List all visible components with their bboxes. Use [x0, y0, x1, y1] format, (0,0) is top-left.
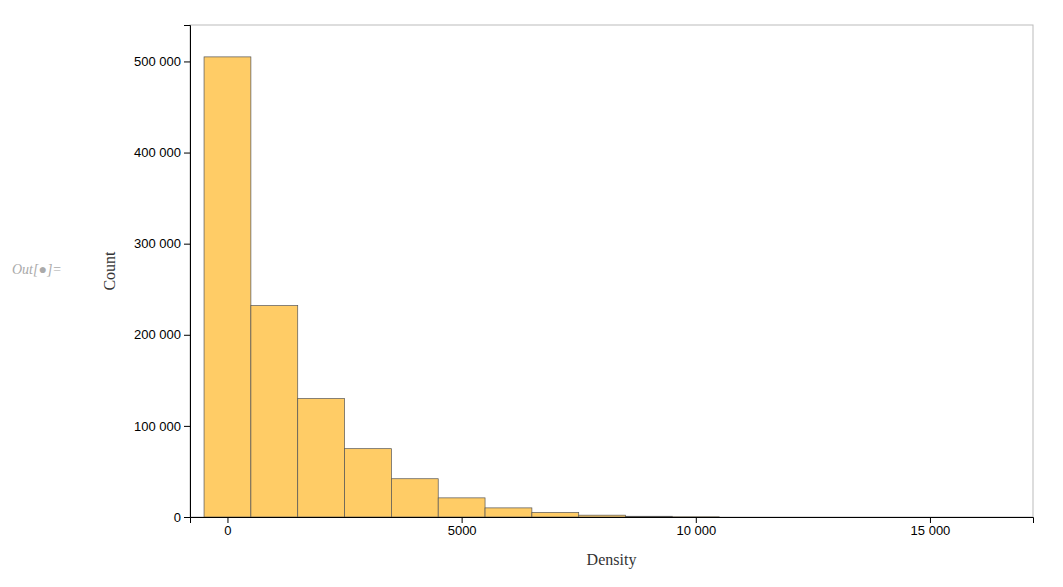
bar — [485, 508, 532, 517]
y-tick: 400 000 — [134, 145, 190, 160]
y-tick-mark — [184, 335, 190, 336]
y-tick-label: 500 000 — [134, 54, 181, 69]
y-tick: 300 000 — [134, 236, 190, 251]
x-tick-mark — [696, 517, 697, 523]
bar — [391, 479, 438, 517]
y-tick-label: 200 000 — [134, 327, 181, 342]
y-axis-line — [184, 26, 191, 518]
y-axis: 0 100 000 200 000 300 000 400 000 500 000 — [134, 26, 191, 525]
x-axis-title: Density — [587, 551, 637, 569]
chart: 0 5000 10 000 15 000 0 100 000 200 000 300 000 4… — [0, 0, 1063, 587]
x-tick: 10 000 — [676, 517, 716, 538]
plot-frame — [190, 25, 1033, 517]
x-tick-label: 15 000 — [911, 523, 951, 538]
y-tick-mark — [184, 61, 190, 62]
bars — [204, 57, 719, 517]
y-tick-mark — [184, 517, 190, 518]
y-tick-mark — [184, 426, 190, 427]
bar — [579, 515, 626, 517]
x-tick-mark — [462, 517, 463, 523]
x-tick-label: 10 000 — [676, 523, 716, 538]
y-tick: 0 — [174, 510, 190, 525]
bar — [204, 57, 251, 517]
x-axis: 0 5000 10 000 15 000 — [191, 517, 1034, 538]
bar — [345, 449, 392, 517]
x-tick-mark — [227, 517, 228, 523]
bar — [672, 516, 719, 517]
bar — [438, 498, 485, 517]
x-axis-line — [191, 518, 1034, 524]
bar — [251, 306, 298, 517]
bar — [298, 399, 345, 517]
y-tick-mark — [184, 244, 190, 245]
y-axis-title: Count — [101, 251, 118, 291]
x-tick: 0 — [224, 517, 231, 538]
annotation: Out[●]= — [12, 262, 62, 277]
y-tick: 200 000 — [134, 327, 190, 342]
y-tick-label: 400 000 — [134, 145, 181, 160]
x-tick: 15 000 — [911, 517, 951, 538]
y-tick-label: 0 — [174, 510, 181, 525]
x-tick-mark — [930, 517, 931, 523]
x-tick-label: 5000 — [448, 523, 477, 538]
y-tick-label: 100 000 — [134, 419, 181, 434]
x-tick-label: 0 — [224, 523, 231, 538]
y-tick-mark — [184, 153, 190, 154]
y-tick: 100 000 — [134, 419, 190, 434]
bar — [532, 512, 579, 517]
plot: 0 5000 10 000 15 000 0 100 000 200 000 300 000 4… — [101, 25, 1034, 569]
y-tick-label: 300 000 — [134, 236, 181, 251]
y-tick: 500 000 — [134, 54, 190, 69]
x-tick: 5000 — [448, 517, 477, 538]
bar — [626, 516, 673, 517]
